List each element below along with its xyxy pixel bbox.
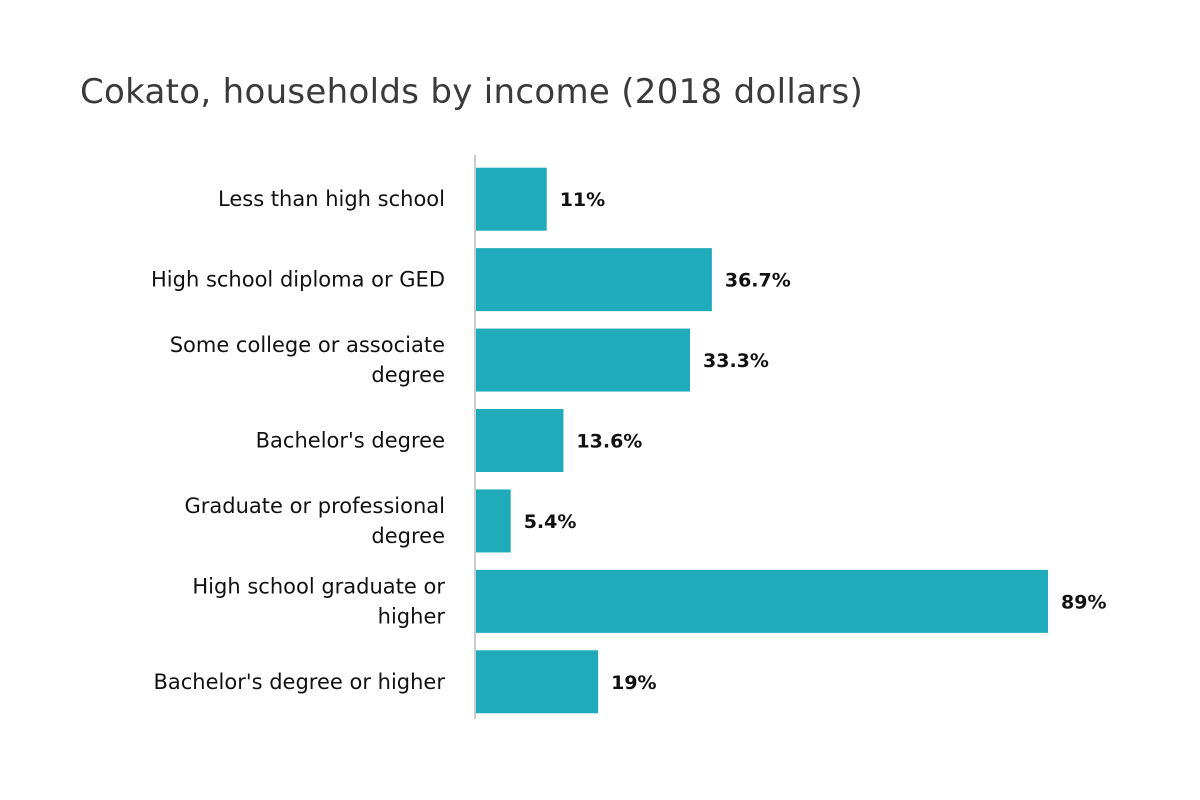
bar — [476, 650, 599, 714]
bar — [476, 569, 1048, 633]
value-label: 11% — [560, 189, 605, 211]
bar — [476, 167, 547, 231]
bar — [476, 409, 564, 472]
category-label: Less than high school — [218, 187, 445, 211]
category-label: High school diploma or GED — [151, 268, 445, 292]
value-label: 19% — [611, 672, 656, 694]
bar — [476, 489, 511, 553]
value-label: 5.4% — [524, 511, 577, 533]
category-label: Bachelor's degree — [256, 429, 445, 453]
category-label: High school graduate or higher — [192, 574, 445, 628]
value-label: 33.3% — [703, 350, 769, 372]
chart-title: Cokato, households by income (2018 dolla… — [80, 72, 864, 112]
category-label: Graduate or professional degree — [184, 494, 445, 548]
value-label: 89% — [1061, 591, 1106, 613]
category-label: Bachelor's degree or higher — [153, 670, 445, 694]
bar — [476, 328, 691, 392]
category-label: Some college or associate degree — [170, 333, 445, 387]
value-label: 36.7% — [725, 270, 791, 292]
value-label: 13.6% — [576, 431, 642, 453]
bar — [476, 248, 712, 312]
